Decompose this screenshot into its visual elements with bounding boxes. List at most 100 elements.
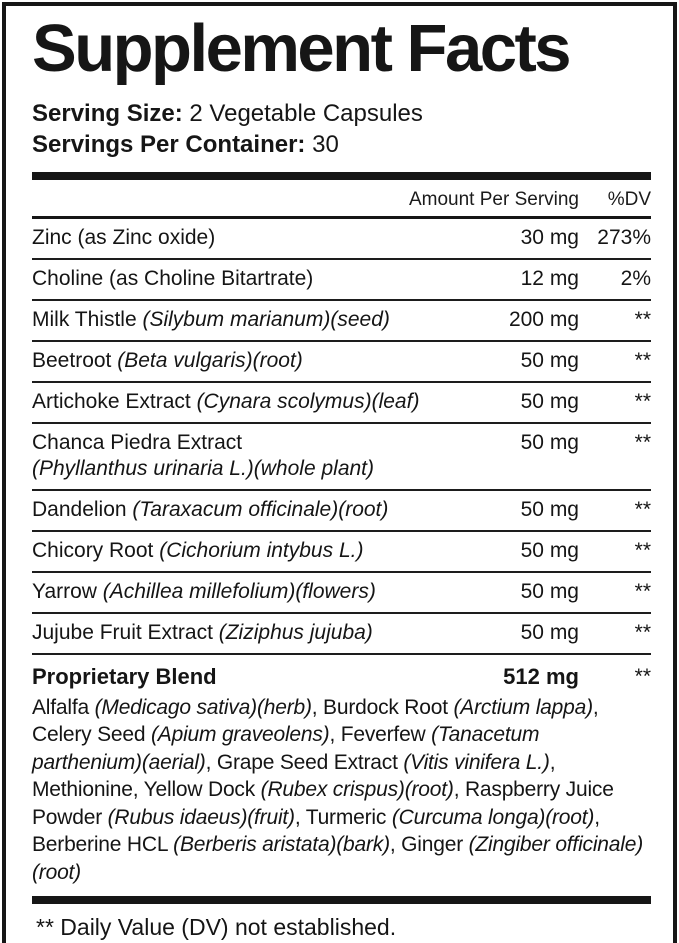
ingredient-amount: 50 mg (520, 579, 579, 603)
ingredient-text: , Celery Seed (32, 695, 599, 747)
ingredient-name: Milk Thistle (Silybum marianum)(seed) (32, 307, 471, 333)
ingredient-text: , Berberine HCL (32, 805, 600, 857)
ingredient-row: Zinc (as Zinc oxide) 30 mg 273% (32, 219, 651, 260)
latin-name-text: (Zingiber officinale)(root) (32, 833, 643, 884)
ingredient-row: Choline (as Choline Bitartrate) 12 mg 2% (32, 260, 651, 301)
column-header-row: Amount Per Serving %DV (32, 180, 651, 216)
ingredient-text: Choline (as Choline Bitartrate) (32, 266, 314, 290)
ingredient-text: Dandelion (32, 497, 133, 521)
ingredient-amount: 200 mg (508, 307, 579, 331)
latin-name-text: (Arctium lappa) (453, 695, 594, 719)
ingredient-name: Yarrow (Achillea millefolium)(flowers) (32, 579, 471, 605)
ingredient-row: Chicory Root (Cichorium intybus L.) 50 mg… (32, 532, 651, 573)
ingredient-name: Choline (as Choline Bitartrate) (32, 266, 471, 292)
latin-name-text: (Berberis aristata)(bark) (173, 833, 390, 857)
latin-name-text: (Ziziphus jujuba) (218, 620, 373, 644)
serving-size-label: Serving Size: (32, 99, 183, 127)
ingredient-text: , Feverfew (329, 723, 432, 747)
ingredient-row: Dandelion (Taraxacum officinale)(root) 50… (32, 491, 651, 532)
latin-name-text: (Apium graveolens) (151, 723, 330, 747)
ingredient-dv: ** (634, 497, 651, 521)
latin-name-text: (Cynara scolymus)(leaf) (196, 389, 420, 413)
serving-size-line: Serving Size: 2 Vegetable Capsules (32, 98, 651, 129)
column-header-dv: %DV (607, 188, 651, 210)
serving-size-value: 2 Vegetable Capsules (189, 99, 423, 127)
ingredient-name: Artichoke Extract (Cynara scolymus)(leaf… (32, 389, 471, 415)
proprietary-blend-amount: 512 mg (503, 663, 579, 689)
ingredient-dv: ** (634, 389, 651, 413)
ingredient-text: , Grape Seed Extract (205, 750, 404, 774)
ingredient-text: Milk Thistle (32, 307, 143, 331)
ingredient-row: Beetroot (Beta vulgaris)(root) 50 mg ** (32, 342, 651, 383)
proprietary-blend-dv: ** (634, 664, 651, 688)
ingredient-dv: ** (634, 348, 651, 372)
ingredient-amount: 50 mg (520, 430, 579, 454)
ingredient-amount: 30 mg (520, 225, 579, 249)
ingredient-dv: 273% (597, 225, 651, 249)
ingredient-amount: 50 mg (520, 389, 579, 413)
ingredient-amount: 12 mg (520, 266, 579, 290)
latin-name-text: (Rubex crispus)(root) (260, 778, 454, 802)
ingredient-amount: 50 mg (520, 348, 579, 372)
ingredient-row: Jujube Fruit Extract (Ziziphus jujuba) 50… (32, 614, 651, 655)
ingredient-name: Jujube Fruit Extract (Ziziphus jujuba) (32, 620, 471, 646)
ingredient-row: Yarrow (Achillea millefolium)(flowers) 50… (32, 573, 651, 614)
latin-name-text: (Vitis vinifera L.) (403, 750, 550, 774)
latin-name-text: (Silybum marianum)(seed) (142, 307, 390, 331)
ingredient-rows: Zinc (as Zinc oxide) 30 mg 273% Choline (as… (32, 219, 651, 655)
latin-name-text: (Cichorium intybus L.) (159, 538, 364, 562)
ingredient-name: Chicory Root (Cichorium intybus L.) (32, 538, 471, 564)
daily-value-footnote: ** Daily Value (DV) not established. (36, 914, 397, 941)
latin-name-text: (Taraxacum officinale)(root) (132, 497, 389, 521)
ingredient-row: Chanca Piedra Extract (Phyllanthus urinar… (32, 424, 651, 491)
ingredient-text: Jujube Fruit Extract (32, 620, 219, 644)
ingredient-text: Chanca Piedra Extract (32, 430, 243, 454)
latin-name-text: (Tanacetum parthenium)(aerial) (32, 723, 540, 774)
ingredient-amount: 50 mg (520, 538, 579, 562)
ingredient-text: , Burdock Root (311, 695, 454, 719)
ingredient-text: , Raspberry Juice Powder (32, 778, 614, 829)
column-header-amount: Amount Per Serving (408, 188, 579, 210)
servings-per-container-value: 30 (312, 130, 339, 158)
header-divider-bar (32, 171, 651, 180)
ingredient-text: Yarrow (32, 579, 103, 603)
ingredient-text: , Ginger (389, 833, 469, 857)
ingredient-name: Chanca Piedra Extract (Phyllanthus urinar… (32, 430, 471, 482)
ingredient-text: Chicory Root (32, 538, 160, 562)
ingredient-amount: 50 mg (520, 620, 579, 644)
ingredient-name: Dandelion (Taraxacum officinale)(root) (32, 497, 471, 523)
ingredient-text: Artichoke Extract (32, 389, 197, 413)
proprietary-blend-name: Proprietary Blend (32, 663, 217, 689)
ingredient-text: , Turmeric (294, 805, 392, 829)
servings-per-container-line: Servings Per Container: 30 (32, 129, 651, 160)
servings-per-container-label: Servings Per Container: (32, 130, 306, 158)
ingredient-amount: 50 mg (520, 497, 579, 521)
ingredient-name: Beetroot (Beta vulgaris)(root) (32, 348, 471, 374)
latin-name-text: (Beta vulgaris)(root) (117, 348, 303, 372)
ingredient-row: Milk Thistle (Silybum marianum)(seed) 200… (32, 301, 651, 342)
proprietary-blend-row: Proprietary Blend 512 mg ** (32, 655, 651, 692)
ingredient-dv: 2% (620, 266, 651, 290)
proprietary-blend-description: Alfalfa (Medicago sativa)(herb), Burdock… (32, 692, 651, 897)
ingredient-dv: ** (634, 579, 651, 603)
latin-name-text: (Achillea millefolium)(flowers) (102, 579, 376, 603)
ingredient-text: , Methionine, Yellow Dock (32, 750, 556, 802)
column-header-underline (32, 215, 651, 219)
ingredient-row: Artichoke Extract (Cynara scolymus)(leaf… (32, 383, 651, 424)
ingredient-dv: ** (634, 307, 651, 331)
latin-name-text: (Phyllanthus urinaria L.)(whole plant) (32, 456, 374, 480)
ingredient-name: Zinc (as Zinc oxide) (32, 225, 471, 251)
footnote-divider-bar (32, 896, 651, 905)
latin-name-text: (Rubus idaeus)(fruit) (107, 805, 295, 829)
ingredient-dv: ** (634, 538, 651, 562)
ingredient-dv: ** (634, 430, 651, 454)
ingredient-dv: ** (634, 620, 651, 644)
latin-name-text: (Medicago sativa)(herb) (94, 695, 312, 719)
ingredient-text: Alfalfa (32, 695, 95, 719)
ingredient-text: Zinc (as Zinc oxide) (32, 225, 216, 249)
page-title: Supplement Facts (32, 11, 572, 86)
ingredient-text: Beetroot (32, 348, 118, 372)
latin-name-text: (Curcuma longa)(root) (391, 805, 595, 829)
